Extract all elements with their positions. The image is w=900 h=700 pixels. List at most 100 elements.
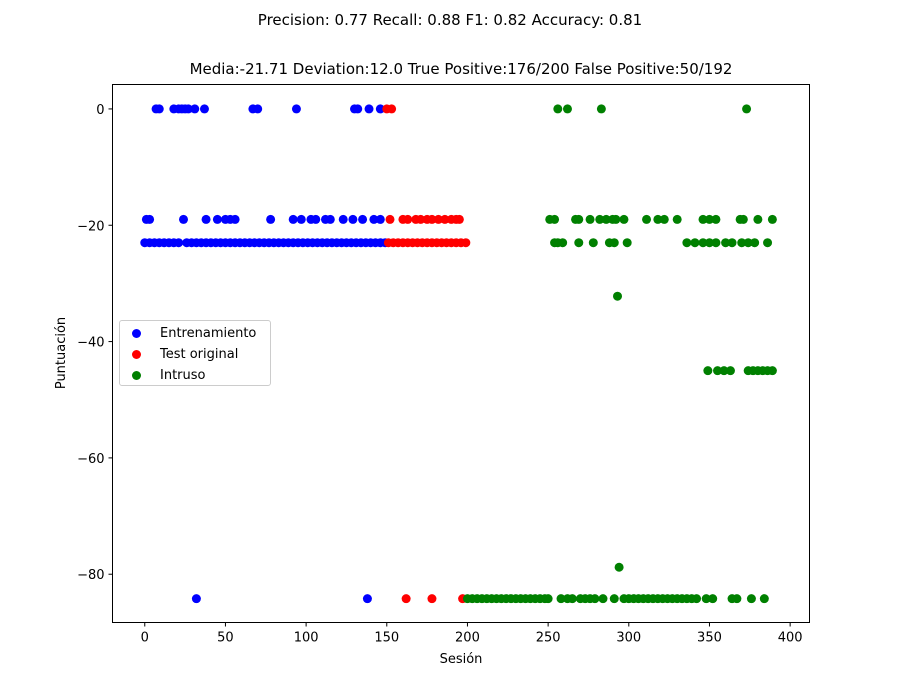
scatter-point-test-original	[440, 214, 450, 224]
scatter-point-entrenamiento	[178, 214, 188, 224]
scatter-point-entrenamiento	[353, 104, 363, 114]
scatter-point-entrenamiento	[338, 214, 348, 224]
scatter-point-entrenamiento	[325, 214, 335, 224]
scatter-point-entrenamiento	[190, 104, 200, 114]
x-tick-label: 350	[697, 631, 722, 646]
scatter-point-intruso	[708, 594, 718, 604]
y-tick-label: −40	[77, 336, 104, 351]
scatter-point-intruso	[614, 562, 624, 572]
scatter-point-intruso	[711, 214, 721, 224]
legend-marker-entrenamiento	[132, 329, 141, 338]
x-tick-label: 150	[374, 631, 399, 646]
scatter-point-test-original	[416, 214, 426, 224]
legend-label-entrenamiento: Entrenamiento	[160, 326, 257, 341]
scatter-point-test-original	[454, 214, 464, 224]
scatter-point-entrenamiento	[145, 214, 155, 224]
scatter-point-entrenamiento	[174, 238, 184, 248]
scatter-point-intruso	[611, 214, 621, 224]
scatter-point-intruso	[767, 214, 777, 224]
scatter-point-intruso	[558, 238, 568, 248]
figure-suptitle: Precision: 0.77 Recall: 0.88 F1: 0.82 Ac…	[257, 11, 643, 29]
scatter-point-intruso	[767, 366, 777, 376]
scatter-point-intruso	[622, 238, 632, 248]
scatter-point-intruso	[690, 238, 700, 248]
scatter-point-intruso	[585, 214, 595, 224]
legend-marker-intruso	[132, 371, 141, 380]
scatter-point-intruso	[682, 238, 692, 248]
scatter-point-intruso	[763, 238, 773, 248]
scatter-point-entrenamiento	[266, 214, 276, 224]
scatter-point-intruso	[746, 594, 756, 604]
x-tick-label: 200	[455, 631, 480, 646]
scatter-point-intruso	[750, 238, 760, 248]
scatter-point-intruso	[613, 291, 623, 301]
scatter-point-intruso	[556, 594, 566, 604]
x-axis-ticks: 0 50 100 150 200 250 300 350 400	[141, 622, 803, 646]
scatter-point-intruso	[642, 214, 652, 224]
scatter-point-intruso	[719, 366, 729, 376]
scatter-point-intruso	[727, 238, 737, 248]
scatter-point-test-original	[385, 214, 395, 224]
scatter-point-entrenamiento	[288, 214, 298, 224]
scatter-point-intruso	[703, 366, 713, 376]
scatter-point-entrenamiento	[154, 104, 164, 114]
scatter-point-intruso	[574, 238, 584, 248]
legend-label-intruso: Intruso	[160, 368, 206, 383]
scatter-point-intruso	[590, 594, 600, 604]
scatter-point-entrenamiento	[311, 214, 321, 224]
x-axis-label: Sesión	[440, 652, 483, 667]
scatter-point-entrenamiento	[348, 214, 358, 224]
scatter-point-intruso	[732, 594, 742, 604]
scatter-point-entrenamiento	[230, 214, 240, 224]
scatter-point-intruso	[698, 238, 708, 248]
scatter-point-entrenamiento	[296, 214, 306, 224]
x-tick-label: 50	[217, 631, 234, 646]
scatter-point-intruso	[659, 214, 669, 224]
scatter-point-intruso	[704, 238, 714, 248]
y-tick-label: −20	[77, 219, 104, 234]
y-axis-label: Puntuación	[54, 317, 69, 389]
scatter-point-intruso	[596, 104, 606, 114]
scatter-point-entrenamiento	[253, 104, 263, 114]
y-tick-label: −60	[77, 452, 104, 467]
scatter-point-intruso	[653, 214, 663, 224]
scatter-point-entrenamiento	[199, 104, 209, 114]
legend: Entrenamiento Test original Intruso	[119, 320, 271, 386]
scatter-point-intruso	[567, 594, 577, 604]
scatter-point-entrenamiento	[212, 214, 222, 224]
scatter-point-intruso	[595, 214, 605, 224]
legend-item: Intruso	[128, 365, 270, 386]
y-axis-ticks: 0 −20 −40 −60 −80	[77, 103, 113, 583]
scatter-point-entrenamiento	[369, 214, 379, 224]
scatter-point-intruso	[598, 594, 608, 604]
y-tick-label: 0	[96, 103, 104, 118]
x-tick-label: 0	[141, 631, 149, 646]
scatter-point-intruso	[721, 238, 731, 248]
legend-item: Entrenamiento	[128, 323, 270, 344]
scatter-point-intruso	[619, 214, 629, 224]
scatter-point-entrenamiento	[191, 594, 201, 604]
scatter-point-entrenamiento	[375, 214, 385, 224]
x-tick-label: 250	[536, 631, 561, 646]
scatter-point-intruso	[550, 214, 560, 224]
scatter-point-entrenamiento	[183, 104, 193, 114]
scatter-point-intruso	[759, 594, 769, 604]
scatter-point-intruso	[553, 104, 563, 114]
scatter-point-intruso	[574, 214, 584, 224]
scatter-point-intruso	[738, 214, 748, 224]
x-tick-label: 100	[294, 631, 319, 646]
scatter-point-intruso	[562, 104, 572, 114]
legend-label-test-original: Test original	[160, 347, 239, 362]
scatter-point-test-original	[427, 214, 437, 224]
scatter-point-intruso	[701, 594, 711, 604]
scatter-point-intruso	[601, 214, 611, 224]
axes-title: Media:-21.71 Deviation:12.0 True Positiv…	[189, 60, 733, 78]
axes-frame	[112, 84, 810, 623]
scatter-point-entrenamiento	[358, 214, 368, 224]
scatter-point-test-original	[403, 214, 413, 224]
scatter-point-intruso	[704, 214, 714, 224]
scatter-point-entrenamiento	[362, 594, 372, 604]
scatter-point-test-original	[461, 238, 471, 248]
scatter-point-entrenamiento	[375, 104, 385, 114]
